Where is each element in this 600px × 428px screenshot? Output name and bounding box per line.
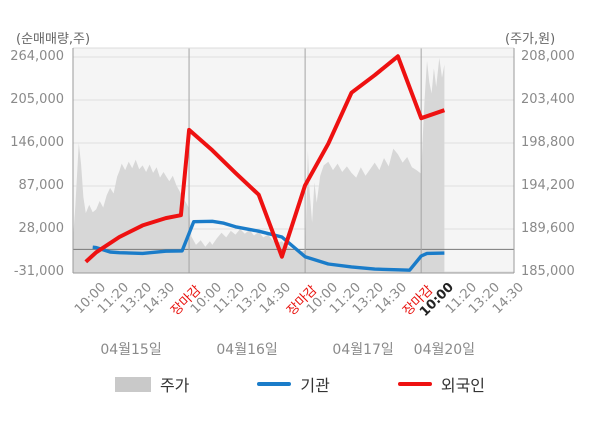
day-label: 04월17일 xyxy=(332,342,394,358)
right-axis-tick-label: 185,000 xyxy=(521,264,575,279)
right-axis-tick-label: 203,400 xyxy=(521,92,575,107)
right-axis-title: (주가,원) xyxy=(505,32,556,47)
day-label: 04월16일 xyxy=(216,342,278,358)
legend: 주가 기관 외국인 xyxy=(0,372,600,396)
left-axis-title: (순매매량,주) xyxy=(16,32,91,47)
foreigner-line-swatch xyxy=(397,382,432,386)
left-axis-tick-label: 28,000 xyxy=(18,221,65,236)
left-axis-tick-label: 264,000 xyxy=(10,49,64,64)
institution-line-swatch xyxy=(257,382,292,386)
right-axis-tick-label: 189,600 xyxy=(521,221,575,236)
left-axis-tick-label: 87,000 xyxy=(18,178,65,193)
right-axis-tick-label: 208,000 xyxy=(521,49,575,64)
institution-line xyxy=(92,219,445,272)
price-area-swatch xyxy=(114,376,151,392)
day-label: 04월15일 xyxy=(100,342,162,358)
legend-label-institution: 기관 xyxy=(300,376,330,395)
right-axis-tick-label: 198,800 xyxy=(521,135,575,150)
legend-label-foreigner: 외국인 xyxy=(440,376,486,395)
left-axis-tick-label: 146,000 xyxy=(10,135,64,150)
left-axis-tick-label: -31,000 xyxy=(13,264,64,279)
day-label: 04월20일 xyxy=(413,342,476,358)
legend-label-price: 주가 xyxy=(159,376,190,395)
left-axis-tick-label: 205,000 xyxy=(10,92,64,107)
legend-item-foreigner[interactable]: 외국인 xyxy=(397,372,486,396)
legend-item-institution[interactable]: 기관 xyxy=(257,372,330,396)
right-axis-tick-label: 194,200 xyxy=(521,178,575,193)
legend-item-price[interactable]: 주가 xyxy=(114,372,190,396)
foreigner-line xyxy=(84,54,446,264)
